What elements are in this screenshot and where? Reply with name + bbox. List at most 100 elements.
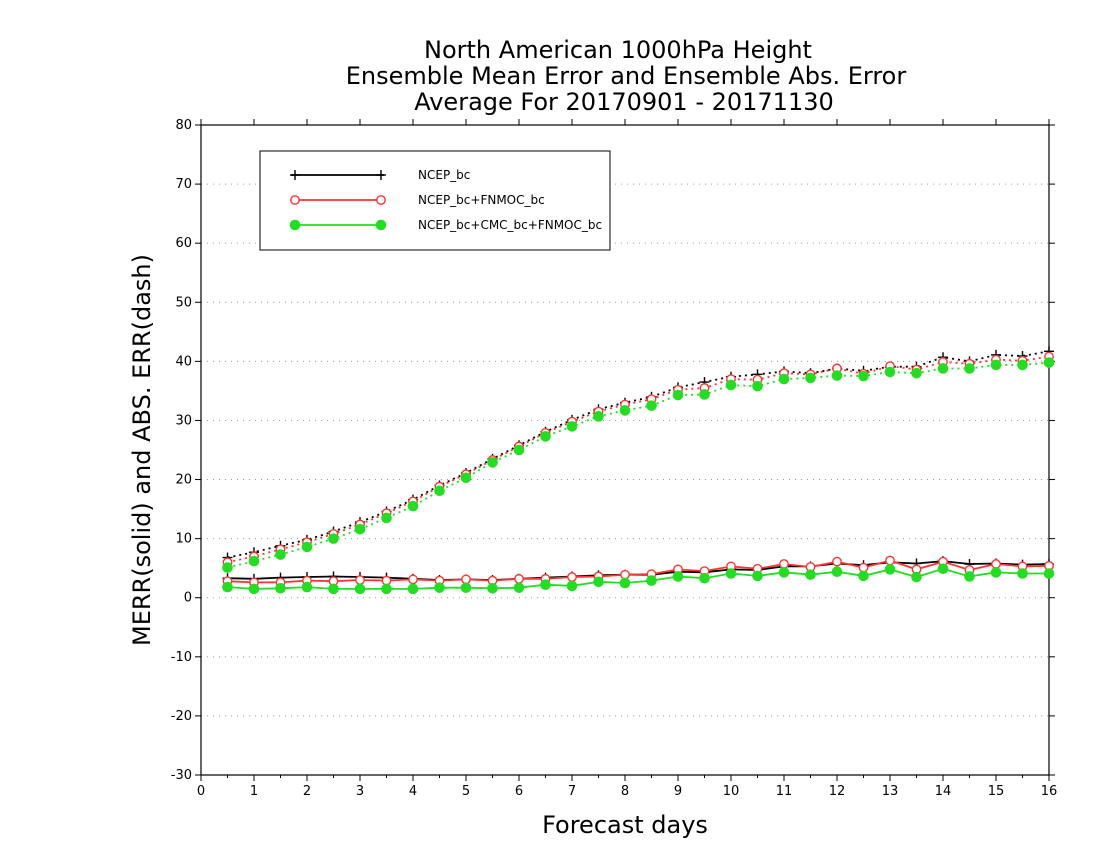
mean-error-point: [408, 574, 418, 585]
mean-error-point: [301, 581, 313, 593]
mean-error-point: [328, 583, 339, 595]
x-tick-label: 13: [882, 784, 899, 799]
mean-error-point: [460, 582, 472, 593]
abs-error-point: [222, 562, 233, 573]
abs-error-point: [990, 359, 1002, 371]
y-tick-label: 20: [175, 473, 192, 488]
abs-error-line: [227, 355, 1050, 564]
y-tick-label: 60: [175, 236, 192, 251]
abs-error-point: [275, 549, 286, 560]
legend-label: NCEP_bc: [418, 168, 470, 182]
x-tick-label: 15: [988, 784, 1005, 799]
mean-error-line: [227, 560, 1050, 581]
abs-error-point: [778, 373, 790, 385]
mean-error-point: [1017, 568, 1028, 579]
x-tick-label: 16: [1041, 784, 1058, 799]
y-tick-label: -30: [171, 768, 192, 783]
legend-label: NCEP_bc+FNMOC_bc: [418, 193, 545, 207]
title-line-3: Average For 20170901 - 20171130: [414, 88, 834, 116]
mean-error-point: [566, 580, 578, 592]
x-tick-label: 8: [621, 784, 629, 799]
mean-error-point: [911, 571, 922, 583]
x-tick-label: 4: [409, 784, 417, 799]
y-tick-label: 70: [175, 177, 192, 192]
mean-error-point: [593, 576, 604, 588]
abs-error-point: [619, 405, 631, 416]
x-tick-label: 0: [197, 784, 205, 799]
mean-error-point: [646, 575, 657, 586]
mean-error-point: [990, 567, 1002, 578]
mean-error-point: [355, 575, 365, 585]
mean-error-point: [381, 575, 392, 586]
abs-error-point: [301, 541, 313, 553]
abs-error-point: [434, 485, 445, 497]
mean-error-point: [752, 570, 763, 582]
mean-error-point: [858, 562, 869, 573]
x-tick-label: 1: [250, 784, 258, 799]
legend-marker-end: [376, 195, 386, 205]
x-tick-label: 7: [568, 784, 576, 799]
abs-error-point: [381, 512, 392, 524]
abs-error-point: [328, 533, 339, 544]
title-line-2: Ensemble Mean Error and Ensemble Abs. Er…: [346, 62, 907, 90]
mean-error-point: [354, 583, 366, 595]
abs-error-point: [593, 411, 604, 422]
mean-error-point: [222, 581, 233, 593]
mean-error-line: [227, 559, 1050, 584]
mean-error-point: [885, 555, 895, 566]
mean-error-point: [725, 568, 737, 579]
abs-error-point: [566, 421, 578, 432]
x-tick-label: 14: [935, 784, 952, 799]
abs-error-point: [964, 363, 975, 374]
abs-error-point: [937, 363, 949, 374]
abs-error-point: [513, 444, 525, 456]
mean-error-point: [831, 566, 843, 578]
x-tick-label: 10: [723, 784, 740, 799]
x-tick-label: 5: [462, 784, 470, 799]
mean-error-point: [858, 570, 869, 582]
abs-error-point: [805, 372, 816, 384]
y-tick-label: 30: [175, 413, 192, 428]
mean-error-point: [434, 582, 445, 593]
title-line-1: North American 1000hPa Height: [424, 36, 812, 64]
mean-error-point: [248, 583, 260, 595]
mean-error-point: [514, 573, 524, 584]
abs-error-point: [752, 380, 763, 392]
mean-error-point: [540, 579, 551, 591]
chart-title: North American 1000hPa Height Ensemble M…: [346, 36, 907, 116]
legend: NCEP_bc NCEP_bc+FNMOC_bc NCEP_bc+CMC_bc+FN…: [259, 150, 611, 251]
x-tick-label: 6: [515, 784, 523, 799]
y-tick-label: 80: [175, 118, 192, 133]
x-tick-label: 9: [674, 784, 682, 799]
y-tick-label: 10: [175, 532, 192, 547]
x-tick-label: 2: [303, 784, 311, 799]
mean-error-point: [620, 569, 630, 580]
y-tick-label: 0: [184, 591, 192, 606]
mean-error-point: [964, 571, 975, 582]
mean-error-point: [513, 582, 525, 593]
mean-error-point: [275, 582, 286, 594]
mean-error-point: [1043, 568, 1055, 579]
y-axis-label: MERR(solid) and ABS. ERR(dash): [128, 254, 156, 646]
mean-error-point: [487, 582, 498, 594]
legend-marker-start: [289, 219, 301, 231]
mean-error-point: [884, 564, 896, 575]
y-tick-label: 40: [175, 354, 192, 369]
mean-error-point: [779, 559, 789, 569]
abs-error-line: [227, 350, 1050, 559]
abs-error-point: [407, 500, 419, 512]
abs-error-point: [646, 400, 657, 411]
legend-marker-start: [290, 195, 300, 205]
mean-error-point: [381, 583, 392, 595]
mean-error-point: [991, 559, 1001, 569]
mean-error-point: [461, 574, 471, 585]
abs-error-line: [227, 361, 1050, 569]
abs-error-point: [487, 457, 498, 468]
x-axis-label: Forecast days: [542, 811, 708, 839]
x-tick-label: 3: [356, 784, 364, 799]
abs-error-point: [725, 379, 737, 391]
series-2: [222, 357, 1055, 595]
mean-error-point: [567, 572, 577, 582]
abs-error-point: [248, 555, 260, 567]
y-tick-label: -10: [171, 650, 192, 665]
